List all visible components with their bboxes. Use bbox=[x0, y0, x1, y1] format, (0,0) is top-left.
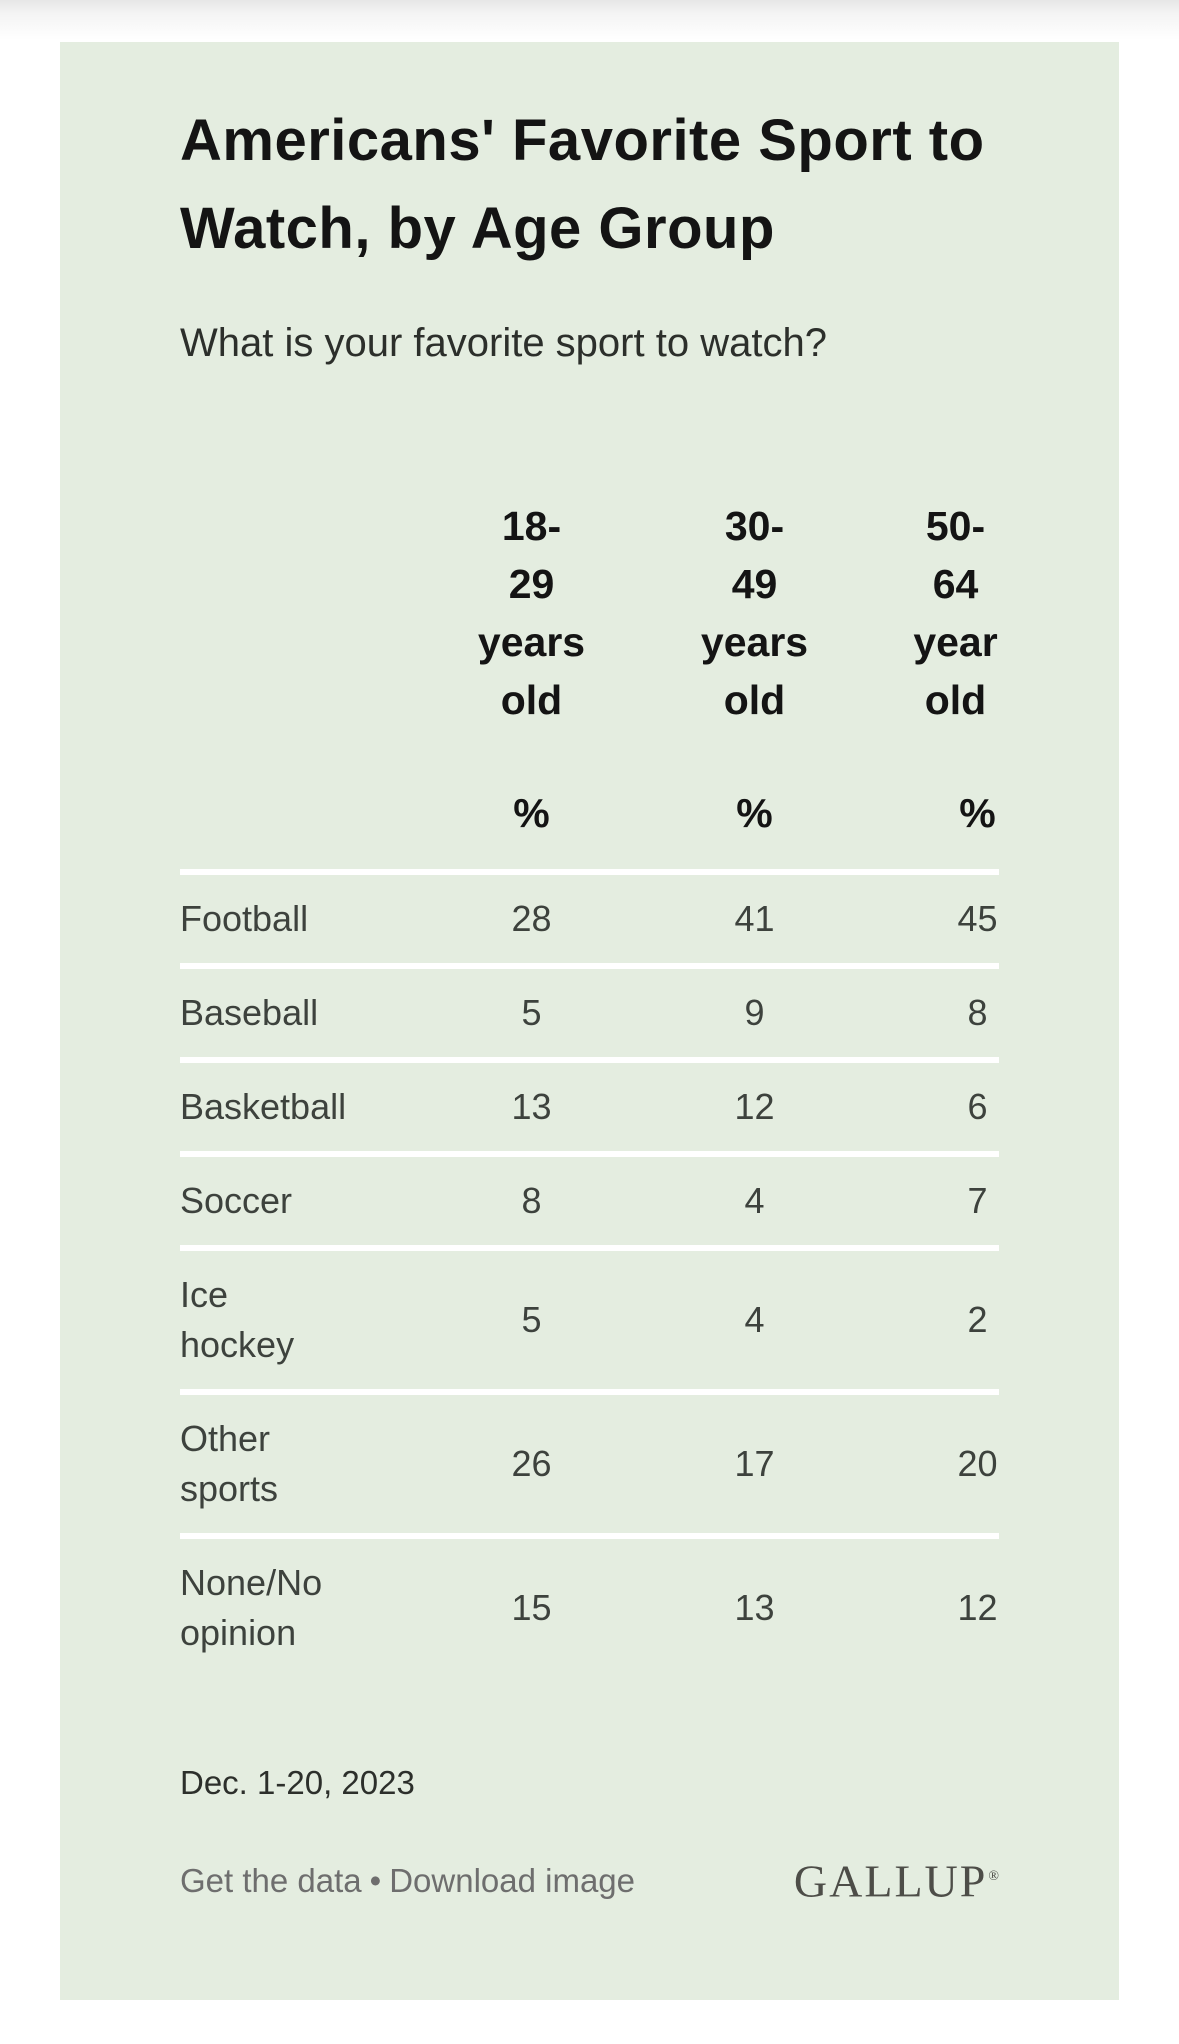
page-title: Americans' Favorite Sport to Watch, by A… bbox=[180, 108, 985, 261]
value-cell: 12 bbox=[734, 1086, 775, 1127]
table-row-ice-hockey: Ice hockey 5 4 2 bbox=[180, 1245, 999, 1389]
value-cell: 6 bbox=[967, 1086, 988, 1127]
unit-spacer-cell bbox=[180, 784, 420, 842]
value-cell: 4 bbox=[744, 1299, 765, 1340]
percent-symbol: % bbox=[736, 790, 773, 836]
column-header-18-29: 18- 29 years old bbox=[477, 503, 586, 723]
value-cell: 7 bbox=[967, 1180, 988, 1221]
table-row-other-sports: Other sports 26 17 20 bbox=[180, 1389, 999, 1533]
value-cell: 26 bbox=[511, 1443, 552, 1484]
sport-label: Football bbox=[180, 898, 309, 939]
sport-label: Other sports bbox=[180, 1418, 279, 1509]
table-row-baseball: Baseball 5 9 8 bbox=[180, 963, 999, 1057]
get-the-data-link[interactable]: Get the data bbox=[180, 1862, 362, 1900]
value-cell: 13 bbox=[511, 1086, 552, 1127]
table-row-none-no-opinion: None/No opinion 15 13 12 bbox=[180, 1533, 999, 1677]
value-cell: 9 bbox=[744, 992, 765, 1033]
value-cell: 15 bbox=[511, 1587, 552, 1628]
page-top-shadow bbox=[0, 0, 1179, 42]
sport-label: Baseball bbox=[180, 992, 319, 1033]
value-cell: 5 bbox=[521, 992, 542, 1033]
column-header-30-49: 30- 49 years old bbox=[700, 503, 809, 723]
sport-label: Ice hockey bbox=[180, 1274, 295, 1365]
unit-row: % % % bbox=[180, 784, 999, 869]
gallup-table-card: Americans' Favorite Sport to Watch, by A… bbox=[60, 42, 1119, 2000]
download-image-link[interactable]: Download image bbox=[389, 1862, 636, 1900]
bullet-separator: • bbox=[369, 1862, 382, 1900]
value-cell: 41 bbox=[734, 898, 775, 939]
value-cell: 12 bbox=[957, 1587, 998, 1628]
percent-symbol: % bbox=[513, 790, 550, 836]
header-spacer-cell bbox=[180, 497, 420, 729]
value-cell: 8 bbox=[967, 992, 988, 1033]
value-cell: 2 bbox=[967, 1299, 988, 1340]
value-cell: 17 bbox=[734, 1443, 775, 1484]
data-table-inner: 18- 29 years old 30- 49 years old 50- 64… bbox=[180, 497, 999, 1677]
sport-label: Soccer bbox=[180, 1180, 293, 1221]
footer-links: Get the data • Download image bbox=[180, 1858, 635, 1904]
survey-question: What is your favorite sport to watch? bbox=[180, 321, 827, 365]
gallup-wordmark: GALLUP bbox=[793, 1855, 988, 1907]
column-header-50-64: 50- 64 year old bbox=[913, 503, 998, 723]
value-cell: 45 bbox=[957, 898, 998, 939]
sport-label: None/No opinion bbox=[180, 1562, 323, 1653]
data-table: 18- 29 years old 30- 49 years old 50- 64… bbox=[180, 497, 999, 1677]
value-cell: 8 bbox=[521, 1180, 542, 1221]
gallup-logo: GALLUP® bbox=[794, 1854, 999, 1904]
percent-symbol: % bbox=[959, 790, 996, 836]
value-cell: 4 bbox=[744, 1180, 765, 1221]
value-cell: 5 bbox=[521, 1299, 542, 1340]
table-row-football: Football 28 41 45 bbox=[180, 869, 999, 963]
footer: Get the data • Download image GALLUP® bbox=[180, 1854, 999, 1904]
value-cell: 13 bbox=[734, 1587, 775, 1628]
table-row-soccer: Soccer 8 4 7 bbox=[180, 1151, 999, 1245]
value-cell: 28 bbox=[511, 898, 552, 939]
table-header-row: 18- 29 years old 30- 49 years old 50- 64… bbox=[180, 497, 999, 729]
sport-label: Basketball bbox=[180, 1086, 347, 1127]
survey-date: Dec. 1-20, 2023 bbox=[180, 1764, 415, 1801]
registered-mark: ® bbox=[988, 1869, 999, 1884]
table-row-basketball: Basketball 13 12 6 bbox=[180, 1057, 999, 1151]
value-cell: 20 bbox=[957, 1443, 998, 1484]
